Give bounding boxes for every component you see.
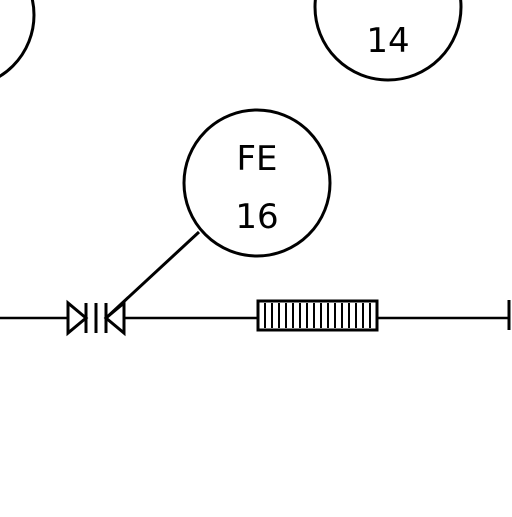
bubble-circle (313, 0, 463, 82)
bubble-tag-line2: 14 (366, 21, 409, 61)
instrument-bubble-fe-16: FE 16 (182, 108, 332, 258)
flow-element-symbol (66, 299, 126, 337)
bubble-circle (182, 108, 332, 258)
device-hatching (264, 303, 371, 328)
triangle-right (103, 299, 126, 337)
process-line (0, 300, 511, 330)
instrument-bubble-partial-left (0, 0, 36, 78)
triangle-left (66, 299, 89, 337)
instrument-bubble-top-right: 14 (313, 0, 463, 82)
inline-device-hatched (256, 299, 379, 332)
bubble-tag-line1: FE (236, 139, 277, 179)
bubble-tag-line2: 16 (235, 197, 278, 237)
bubble-circle (0, 0, 36, 78)
device-body (256, 299, 379, 332)
